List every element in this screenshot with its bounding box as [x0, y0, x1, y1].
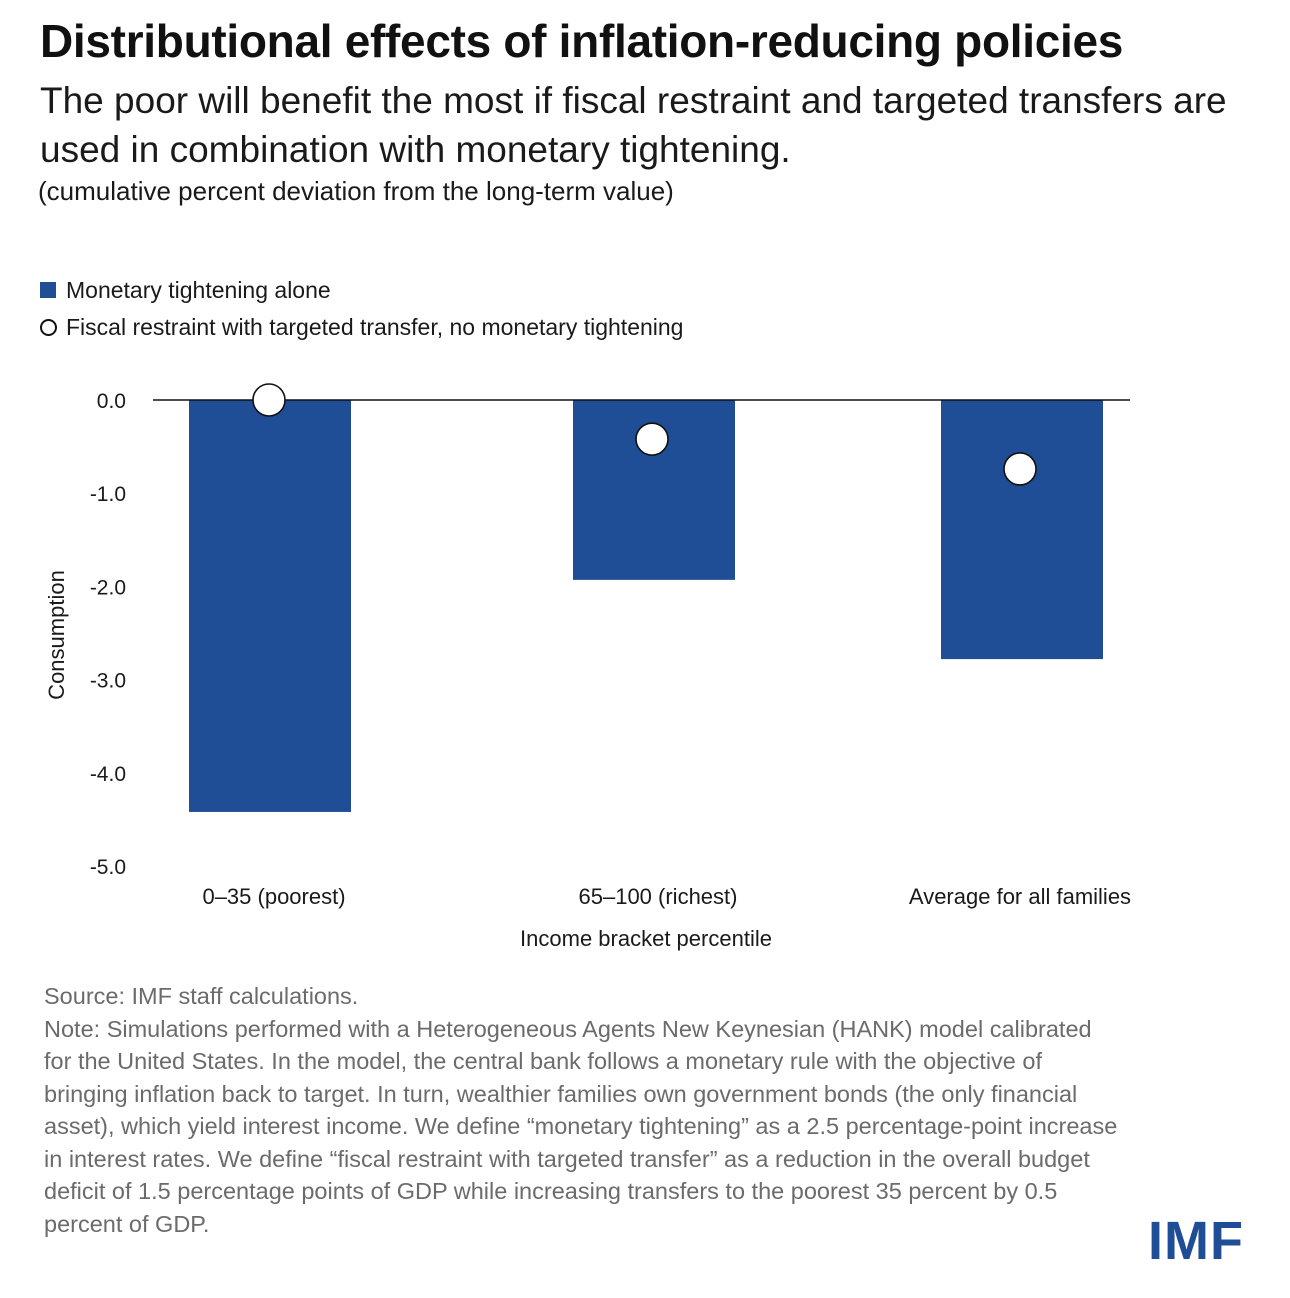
y-tick-label: -5.0 — [90, 856, 126, 879]
legend: Monetary tightening alone Fiscal restrai… — [40, 274, 683, 348]
bar — [189, 400, 351, 812]
chart-plot: 0.0 -1.0 -2.0 -3.0 -4.0 -5.0 Consumption 0–35 (… — [44, 383, 1131, 951]
x-tick-label: 0–35 (poorest) — [202, 884, 345, 909]
y-tick-label: -1.0 — [90, 483, 126, 506]
legend-item-dot: Fiscal restraint with targeted transfer,… — [40, 311, 683, 343]
y-tick-label: -4.0 — [90, 763, 126, 786]
bar-swatch-icon — [40, 282, 56, 298]
y-axis-label: Consumption — [44, 570, 69, 700]
x-tick-label: Average for all families — [909, 884, 1131, 909]
bar — [941, 400, 1103, 660]
imf-logo: IMF — [1148, 1211, 1244, 1271]
x-tick-label: 65–100 (richest) — [579, 884, 738, 909]
y-tick-label: -2.0 — [90, 576, 126, 599]
source-notes: Source: IMF staff calculations. Note: Si… — [44, 980, 1124, 1240]
y-tick-label: 0.0 — [97, 390, 126, 413]
legend-item-bar: Monetary tightening alone — [40, 274, 683, 306]
units-note: (cumulative percent deviation from the l… — [38, 176, 674, 206]
legend-bar-label: Monetary tightening alone — [66, 276, 331, 303]
source-text: Source: IMF staff calculations. — [44, 983, 359, 1009]
marker-point — [635, 422, 669, 456]
chart-title: Distributional effects of inflation-redu… — [40, 15, 1124, 67]
x-axis-label: Income bracket percentile — [520, 926, 772, 951]
legend-dot-label: Fiscal restraint with targeted transfer,… — [66, 313, 684, 340]
marker-point — [252, 383, 286, 417]
chart-subtitle: The poor will benefit the most if fiscal… — [40, 80, 1227, 170]
y-tick-label: -3.0 — [90, 670, 126, 693]
note-text: Note: Simulations performed with a Heter… — [44, 1015, 1118, 1237]
circle-marker-icon — [40, 318, 57, 336]
marker-point — [1003, 452, 1037, 486]
